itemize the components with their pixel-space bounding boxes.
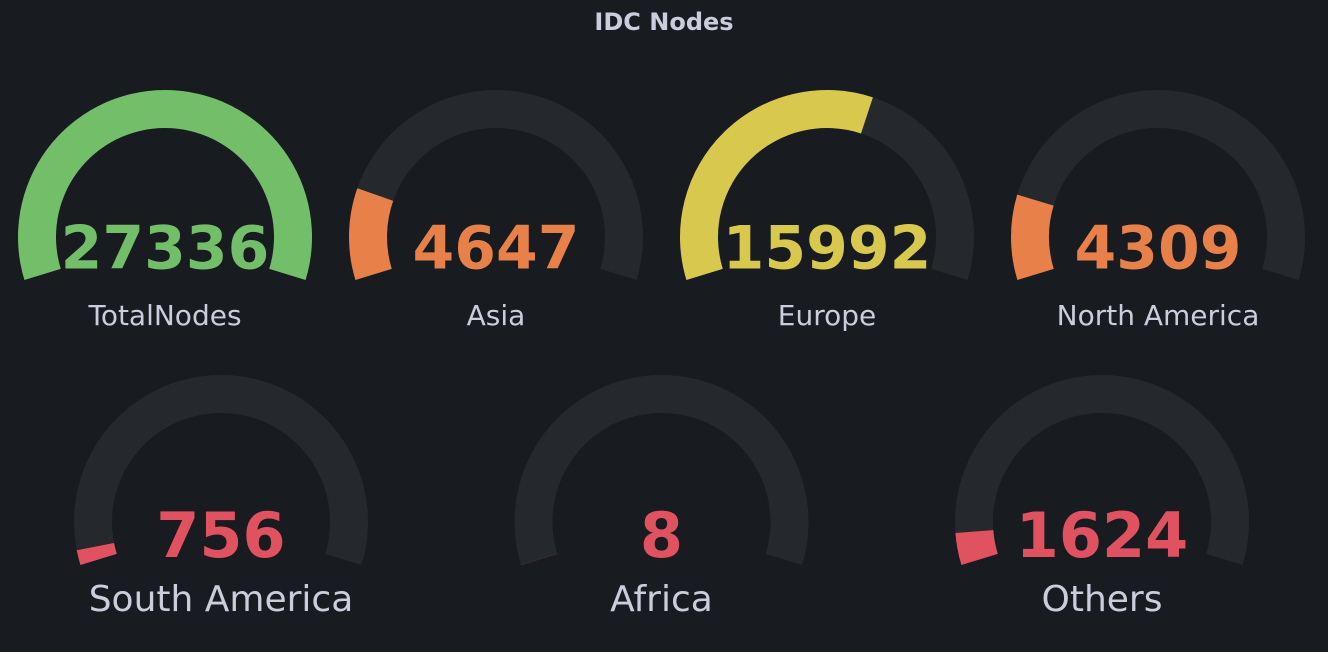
gauge-value: 15992 xyxy=(723,214,932,284)
gauge-label: Others xyxy=(1042,579,1163,620)
gauge-label: Africa xyxy=(610,579,713,620)
gauge-fill xyxy=(680,89,873,280)
gauge-fill xyxy=(955,530,998,565)
gauge-fill xyxy=(349,188,394,280)
gauge-label: Europe xyxy=(778,299,876,332)
gauge-label: TotalNodes xyxy=(87,299,241,332)
gauge-fill xyxy=(520,553,558,565)
gauge-value: 8 xyxy=(640,499,683,572)
panel-title: IDC Nodes xyxy=(594,8,733,36)
gauge-value: 4647 xyxy=(413,214,580,284)
gauge-label: Asia xyxy=(467,299,526,332)
gauge-track xyxy=(348,90,643,280)
gauge-value: 27336 xyxy=(61,214,270,284)
gauge-label: North America xyxy=(1057,299,1260,332)
gauge-track xyxy=(1011,90,1305,280)
gauge-label: South America xyxy=(89,579,354,620)
gauge-value: 1624 xyxy=(1016,499,1189,572)
gauge-track xyxy=(74,374,368,565)
gauge-value: 756 xyxy=(156,499,285,572)
gauge-value: 4309 xyxy=(1075,214,1242,284)
gauge-fill xyxy=(17,89,312,280)
gauge-track xyxy=(514,374,809,565)
gauge-fill xyxy=(1011,194,1054,280)
gauge-fill xyxy=(76,542,117,565)
gauge-track xyxy=(955,374,1249,565)
